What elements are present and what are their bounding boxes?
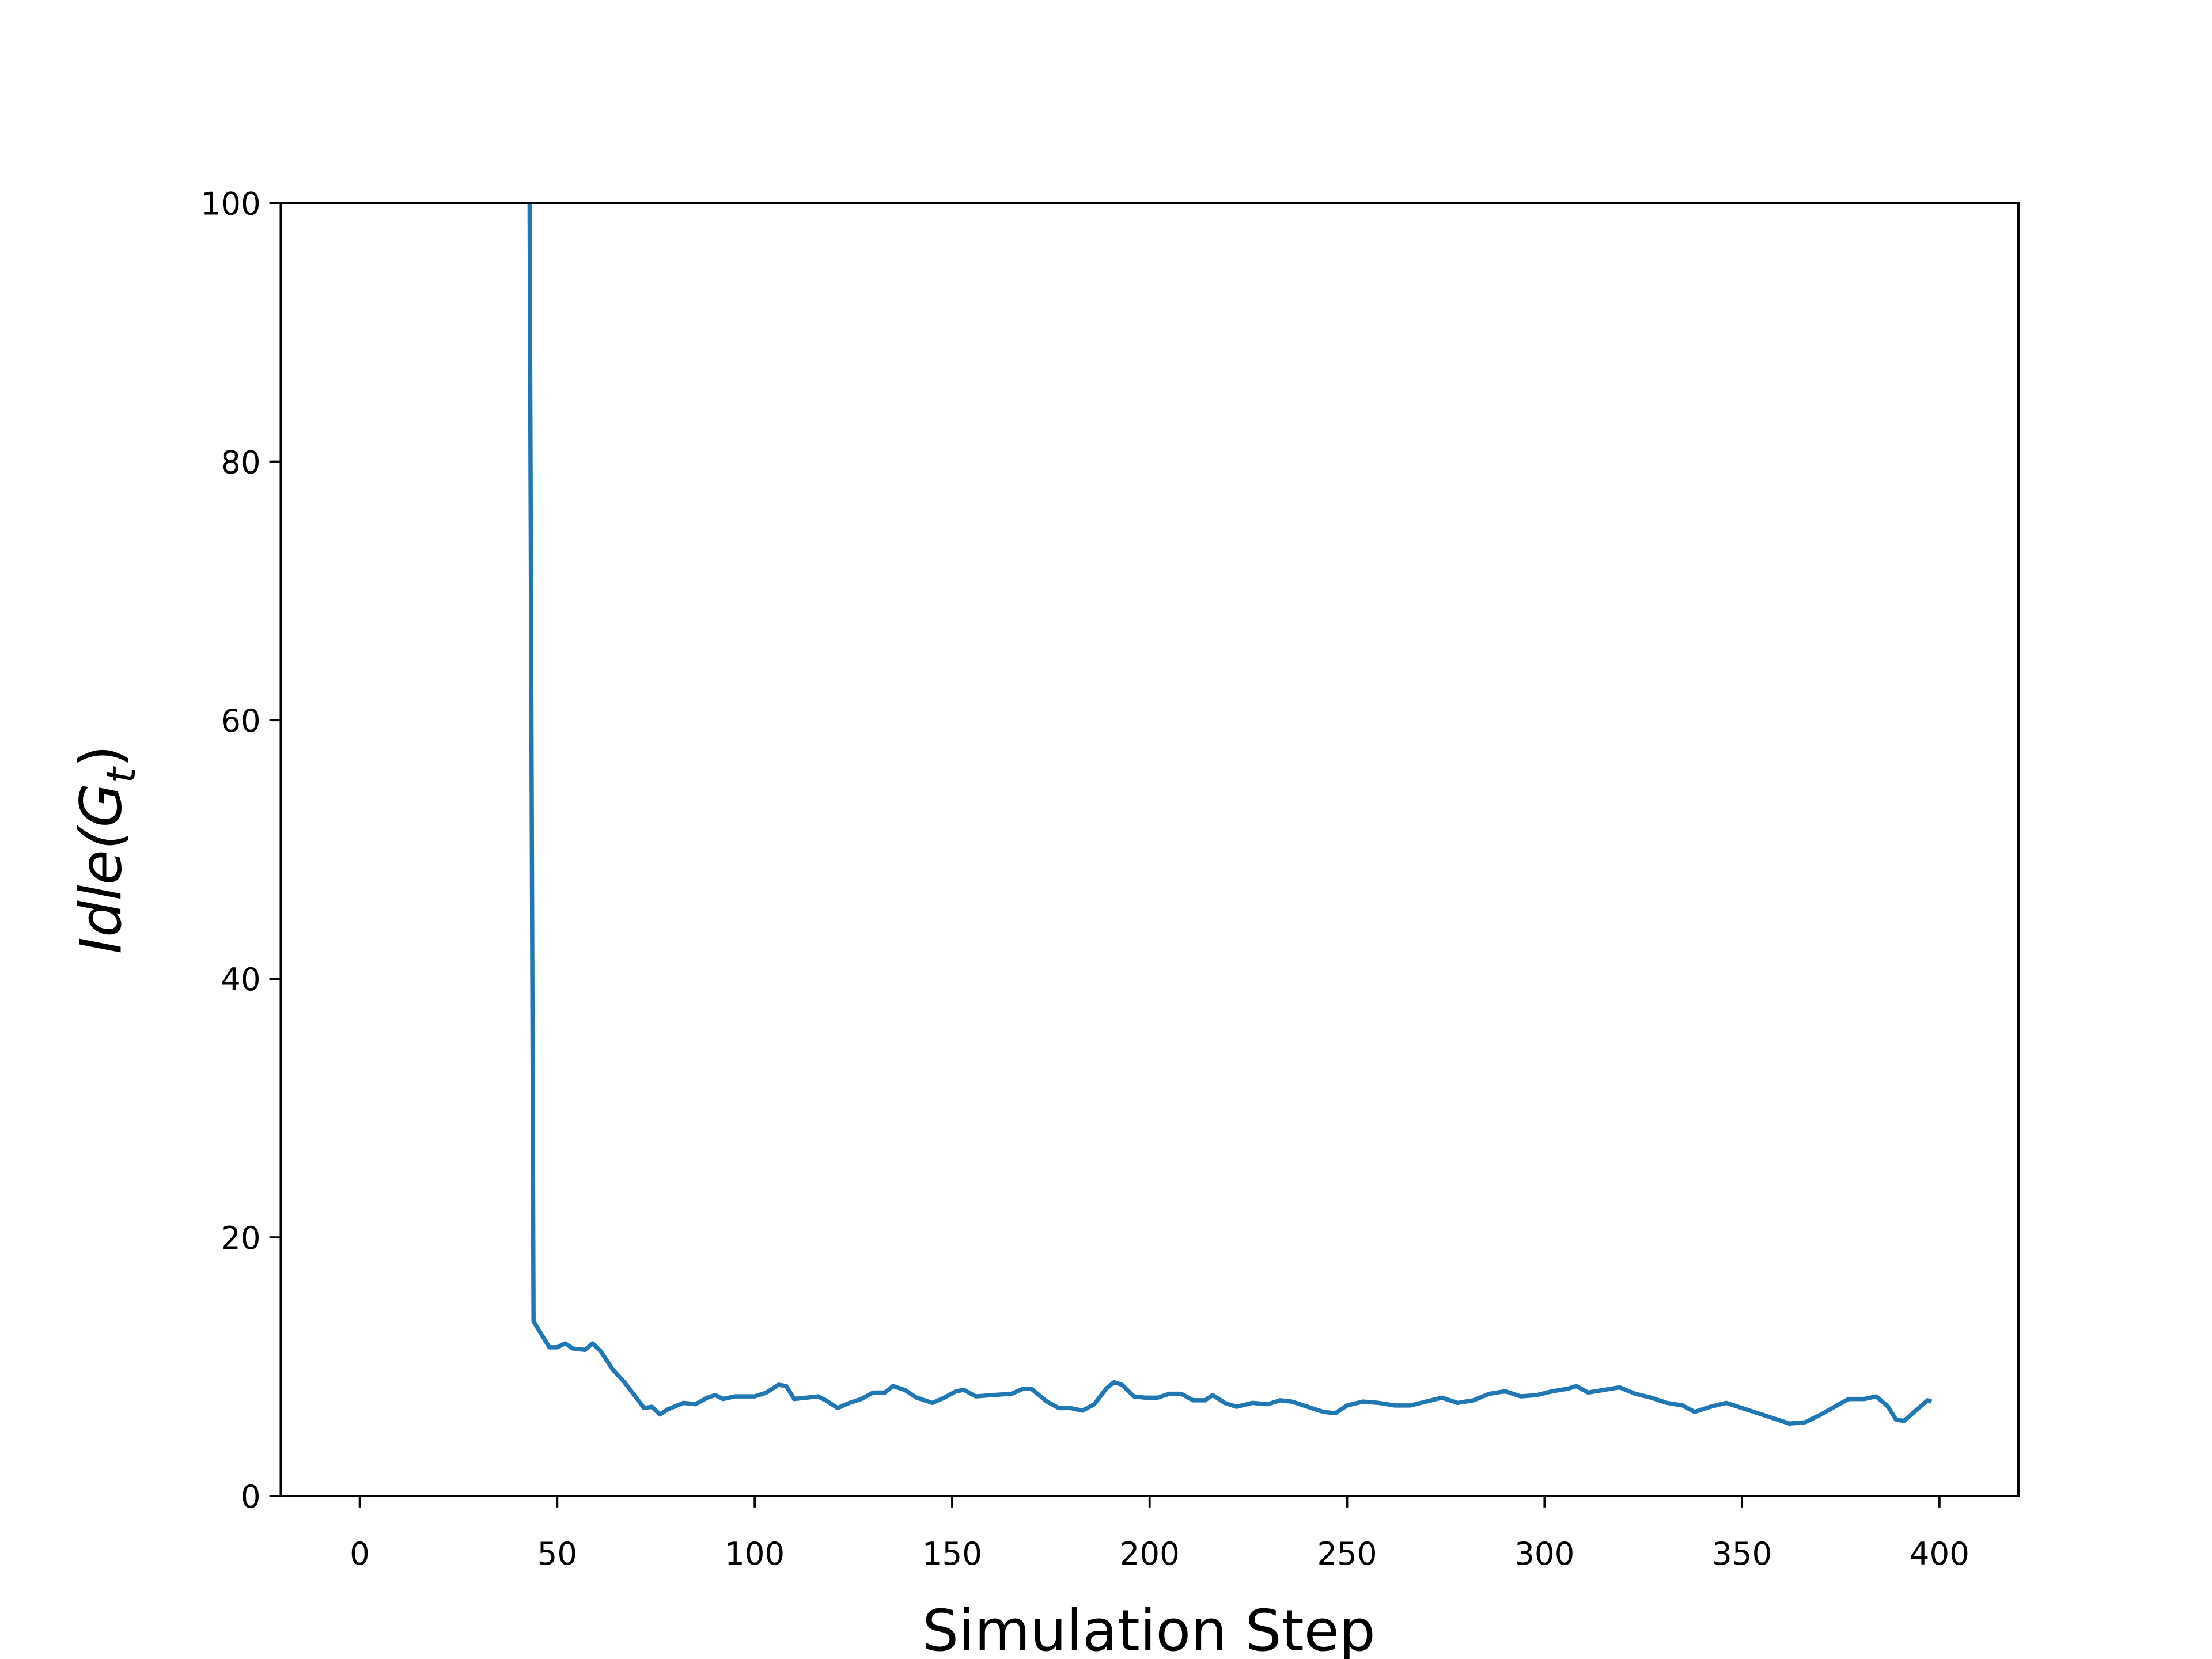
y-tick-label: 60 [221, 702, 261, 739]
y-axis-label-main: Idle(G [68, 783, 134, 954]
x-tick-label: 0 [350, 1535, 370, 1572]
x-tick-label: 250 [1317, 1535, 1377, 1572]
y-tick-label: 100 [200, 185, 260, 222]
x-axis-label: Simulation Step [922, 1598, 1376, 1659]
y-axis-label: Idle(Gt) [68, 745, 145, 954]
x-tick-label: 150 [922, 1535, 982, 1572]
y-tick-label: 80 [221, 444, 261, 480]
x-tick-label: 350 [1712, 1535, 1772, 1572]
y-tick-label: 40 [221, 961, 261, 998]
x-tick-label: 300 [1514, 1535, 1574, 1572]
y-tick-label: 0 [241, 1478, 261, 1515]
y-axis-label-close: ) [68, 745, 134, 767]
y-tick-label: 20 [221, 1219, 261, 1256]
plot-frame [279, 202, 2020, 1497]
y-axis-label-sub: t [98, 766, 145, 783]
line [527, 203, 1933, 1426]
x-tick-label: 400 [1910, 1535, 1969, 1572]
x-tick-label: 100 [725, 1535, 785, 1572]
x-tick-label: 200 [1120, 1535, 1180, 1572]
x-tick-label: 50 [537, 1535, 578, 1572]
